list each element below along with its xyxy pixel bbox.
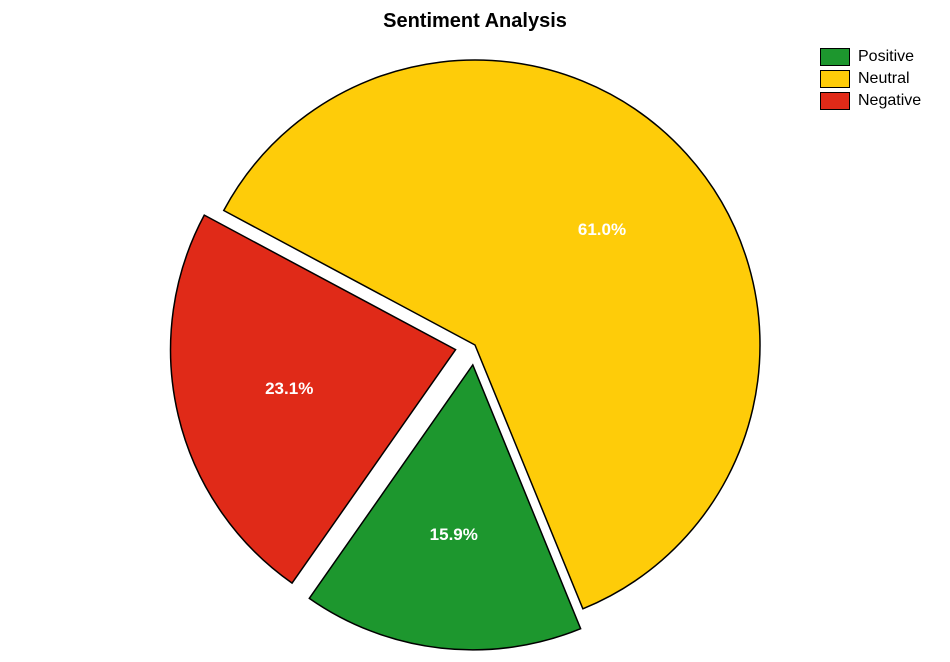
legend-label: Negative [858,92,921,110]
legend-item: Negative [820,92,921,110]
slice-label: 61.0% [578,220,626,240]
legend-label: Positive [858,48,914,66]
slice-label: 15.9% [430,525,478,545]
legend: Positive Neutral Negative [820,48,921,114]
chart-container: Sentiment Analysis PositiveNeutralNegati… [0,0,950,662]
slice-label: 23.1% [265,379,313,399]
legend-item: Positive [820,48,921,66]
legend-item: Neutral [820,70,921,88]
pie-chart-svg [0,0,950,662]
legend-swatch [820,92,850,110]
legend-swatch [820,70,850,88]
legend-label: Neutral [858,70,910,88]
legend-swatch [820,48,850,66]
